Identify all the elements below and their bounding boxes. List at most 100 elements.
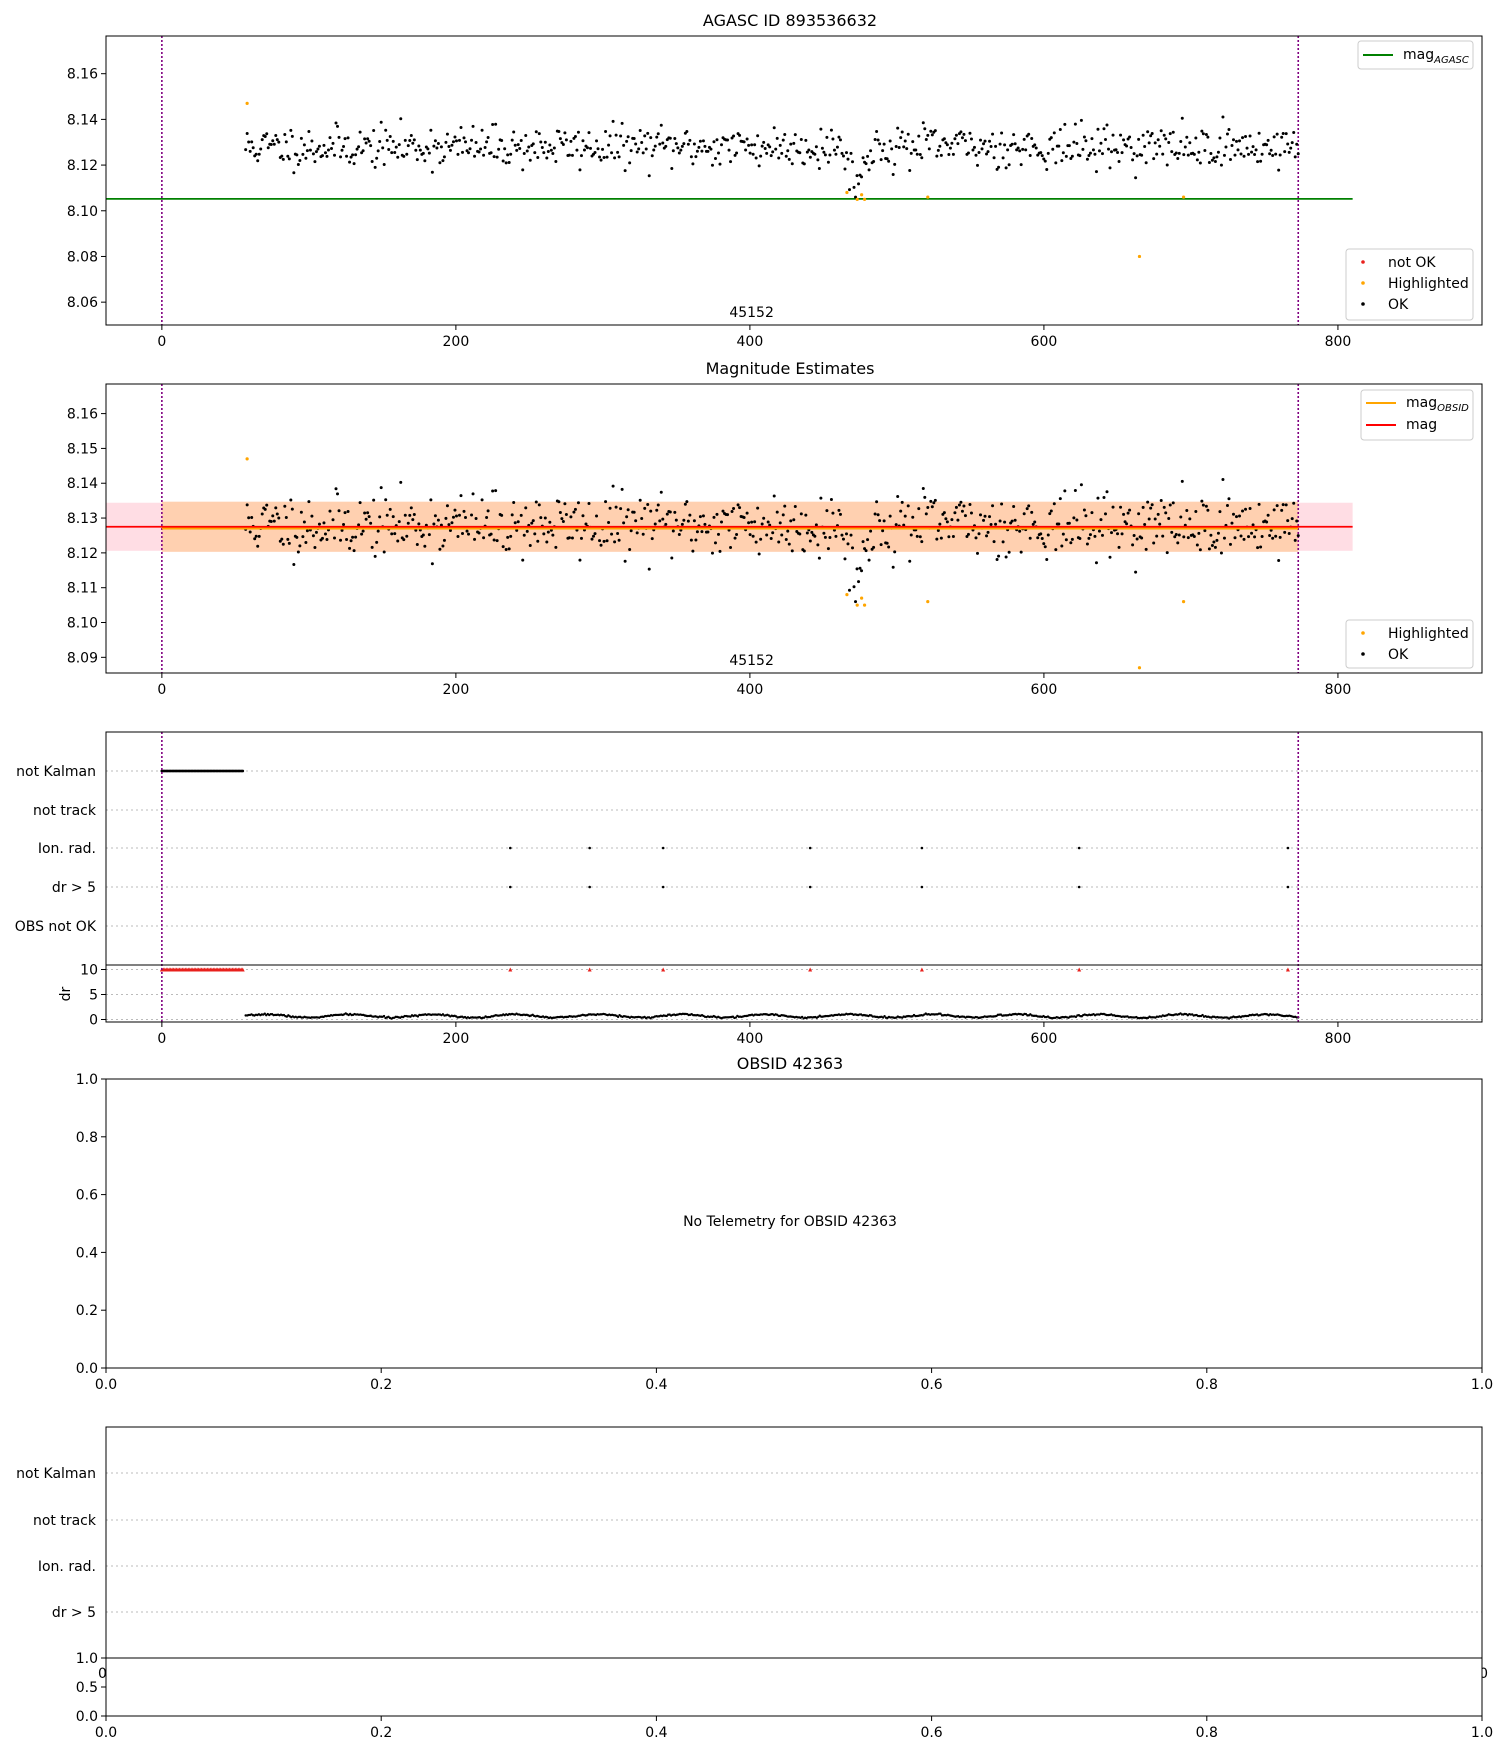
ok-point xyxy=(738,133,742,137)
ok-point xyxy=(983,139,987,143)
ok-point xyxy=(245,132,249,136)
ok-point xyxy=(260,512,264,516)
ok-point xyxy=(421,533,425,537)
ok-point xyxy=(1010,142,1014,146)
ok-point xyxy=(641,151,645,155)
ok-point xyxy=(534,130,538,134)
ok-point xyxy=(864,549,868,553)
ok-point xyxy=(513,143,517,147)
ok-point xyxy=(1012,504,1016,508)
ok-point xyxy=(1292,501,1296,505)
ok-point xyxy=(272,142,276,146)
ion-rad-point xyxy=(1286,846,1290,850)
ok-point xyxy=(1069,156,1073,160)
ok-point xyxy=(659,490,663,494)
ok-point xyxy=(1137,137,1141,141)
ok-point xyxy=(370,545,374,549)
ok-point xyxy=(735,532,739,536)
ok-point xyxy=(951,535,955,539)
ok-point xyxy=(305,149,309,153)
highlighted-point xyxy=(926,600,930,604)
ok-point xyxy=(1250,531,1254,535)
ok-point xyxy=(1024,148,1028,152)
ok-point xyxy=(876,513,880,517)
x-tick-label: 600 xyxy=(1031,682,1058,698)
ok-point xyxy=(1149,506,1153,510)
ok-point xyxy=(331,141,335,145)
ok-point xyxy=(1018,529,1022,533)
ok-point xyxy=(703,144,707,148)
ok-point xyxy=(1210,544,1214,548)
ok-point xyxy=(1177,533,1181,537)
y-tick-label: 1.0 xyxy=(76,1072,98,1088)
ok-point xyxy=(423,159,427,163)
ok-point xyxy=(1087,536,1091,540)
ok-point xyxy=(706,530,710,534)
ok-point xyxy=(975,163,979,167)
ok-point xyxy=(1168,503,1172,507)
ok-point xyxy=(893,550,897,554)
ok-point xyxy=(485,515,489,519)
ok-point xyxy=(1128,135,1132,139)
ok-point xyxy=(364,141,368,145)
dr-clipped-marker xyxy=(808,967,813,972)
dr-point xyxy=(800,1015,804,1019)
ok-point xyxy=(768,145,772,149)
ok-point xyxy=(1075,518,1079,522)
ok-point xyxy=(528,158,532,162)
ok-point xyxy=(920,540,924,544)
ok-point xyxy=(872,159,876,163)
ok-point xyxy=(1025,507,1029,511)
ok-point xyxy=(588,146,592,150)
ok-point xyxy=(720,520,724,524)
ok-point xyxy=(561,519,565,523)
ok-point xyxy=(670,556,674,560)
ok-point xyxy=(756,506,760,510)
ok-point xyxy=(393,150,397,154)
ok-point xyxy=(363,511,367,515)
ok-point xyxy=(477,531,481,535)
ok-point xyxy=(1072,516,1076,520)
ok-point xyxy=(971,148,975,152)
ok-point xyxy=(956,142,960,146)
ok-point xyxy=(647,567,651,571)
ok-point xyxy=(337,135,341,139)
ok-point xyxy=(1201,503,1205,507)
ok-point xyxy=(1239,534,1243,538)
ok-point xyxy=(989,144,993,148)
ok-point xyxy=(1228,158,1232,162)
ok-point xyxy=(1182,153,1186,157)
ok-point xyxy=(1218,510,1222,514)
ok-point xyxy=(587,131,591,135)
ok-point xyxy=(1030,510,1034,514)
ok-point xyxy=(879,543,883,547)
ok-point xyxy=(462,136,466,140)
ok-point xyxy=(878,142,882,146)
ok-point xyxy=(986,530,990,534)
ok-point xyxy=(798,151,802,155)
ok-point xyxy=(1212,156,1216,160)
ok-point xyxy=(1039,151,1043,155)
ok-point xyxy=(1277,558,1281,562)
ok-point xyxy=(841,537,845,541)
ok-point xyxy=(1103,137,1107,141)
ok-point xyxy=(369,521,373,525)
ok-point xyxy=(808,155,812,159)
ok-point xyxy=(430,170,434,174)
ok-point xyxy=(658,519,662,523)
ok-point xyxy=(891,173,895,177)
ok-point xyxy=(342,522,346,526)
ok-point xyxy=(1153,141,1157,145)
ok-point xyxy=(697,145,701,149)
ok-point xyxy=(1167,516,1171,520)
ok-point xyxy=(873,138,877,142)
ok-point xyxy=(542,532,546,536)
ok-point xyxy=(906,504,910,508)
ok-point xyxy=(1283,150,1287,154)
ok-point xyxy=(813,534,817,538)
ok-point xyxy=(320,154,324,158)
ok-point xyxy=(372,498,376,502)
ok-point xyxy=(1289,146,1293,150)
ok-point xyxy=(375,540,379,544)
ok-point xyxy=(989,522,993,526)
